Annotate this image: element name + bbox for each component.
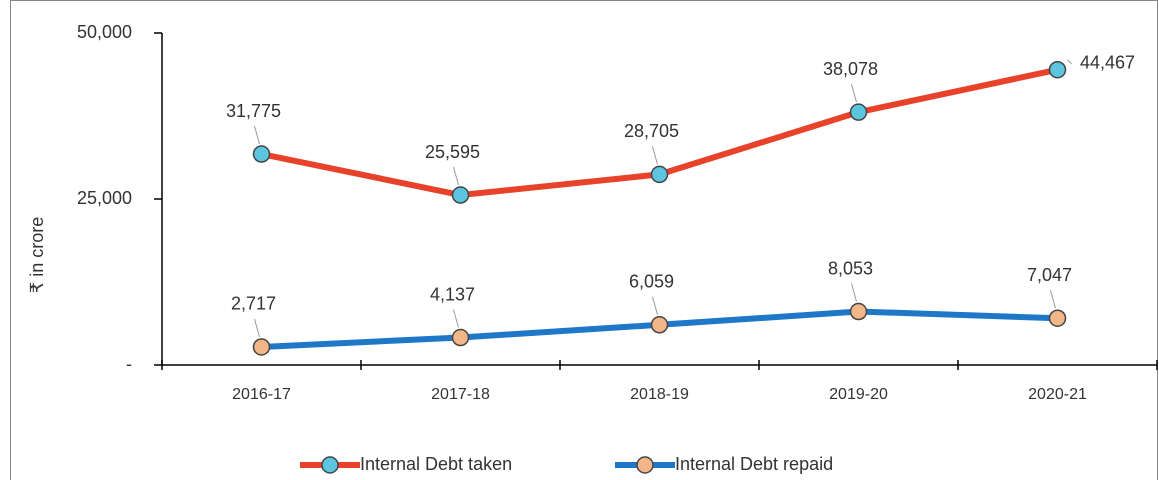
marker [252, 145, 271, 163]
chart-frame [10, 0, 1158, 480]
data-label: 25,595 [425, 142, 480, 162]
legend-item: Internal Debt taken [300, 454, 512, 474]
marker [321, 456, 339, 474]
data-label: 7,047 [1027, 265, 1072, 285]
data-label: 4,137 [430, 284, 475, 304]
data-label: 31,775 [226, 101, 281, 121]
y-tick-label: - [126, 354, 132, 374]
y-tick-label: 50,000 [77, 22, 132, 42]
marker [1048, 309, 1067, 327]
leader-line [851, 283, 857, 302]
marker [451, 328, 470, 347]
data-label: 2,717 [231, 294, 276, 314]
legend-label: Internal Debt taken [360, 454, 512, 474]
data-label: 44,467 [1080, 52, 1135, 72]
leader-line [453, 309, 459, 328]
legend-label: Internal Debt repaid [675, 454, 833, 474]
leader-line [1067, 59, 1072, 65]
marker [849, 103, 868, 121]
data-label: 8,053 [828, 258, 873, 278]
leader-line [652, 296, 658, 315]
y-tick-label: 25,000 [77, 188, 132, 208]
legend-item: Internal Debt repaid [615, 454, 833, 474]
leader-line [1050, 290, 1056, 309]
leader-line [851, 84, 857, 103]
x-tick-label: 2019-20 [829, 386, 888, 403]
leader-line [254, 318, 260, 338]
y-axis-label: ₹ in crore [27, 217, 47, 293]
x-tick-label: 2020-21 [1028, 386, 1087, 403]
marker [650, 165, 669, 184]
data-label: 6,059 [629, 272, 674, 292]
x-tick-label: 2016-17 [232, 386, 291, 403]
data-label: 28,705 [624, 121, 679, 141]
marker [636, 456, 654, 474]
marker [451, 186, 470, 204]
marker [849, 302, 868, 321]
x-tick-label: 2018-19 [630, 386, 689, 403]
data-label: 38,078 [823, 59, 878, 79]
leader-line [453, 166, 459, 186]
leader-line [652, 146, 658, 165]
marker [1048, 60, 1067, 79]
marker [650, 316, 669, 334]
marker [252, 338, 271, 356]
x-tick-label: 2017-18 [431, 386, 490, 403]
leader-line [254, 125, 260, 145]
